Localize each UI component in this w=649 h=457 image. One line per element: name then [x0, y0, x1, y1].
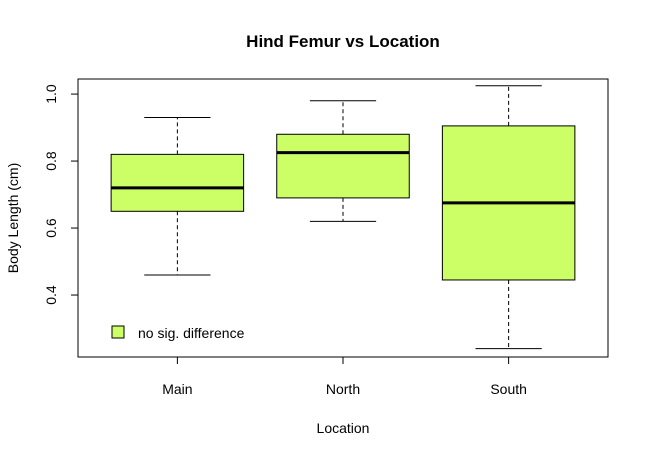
x-tick-label: North: [326, 381, 360, 397]
y-tick-label: 1.0: [43, 84, 59, 104]
box-group: [110, 85, 576, 350]
box-north: [276, 133, 410, 199]
x-axis: Main North South: [162, 357, 527, 397]
y-tick-label: 0.6: [43, 218, 59, 238]
x-tick-label: South: [490, 381, 527, 397]
y-tick-label: 0.4: [43, 285, 59, 305]
y-axis: 0.4 0.6 0.8 1.0: [43, 84, 79, 305]
box-main: [110, 153, 245, 212]
legend-label: no sig. difference: [138, 325, 245, 341]
legend-swatch: [111, 325, 125, 339]
y-axis-label: Body Length (cm): [5, 163, 21, 274]
x-tick-label: Main: [162, 381, 192, 397]
chart-title: Hind Femur vs Location: [246, 32, 440, 51]
x-axis-label: Location: [317, 420, 370, 436]
legend: no sig. difference: [111, 325, 245, 341]
y-tick-label: 0.8: [43, 151, 59, 171]
